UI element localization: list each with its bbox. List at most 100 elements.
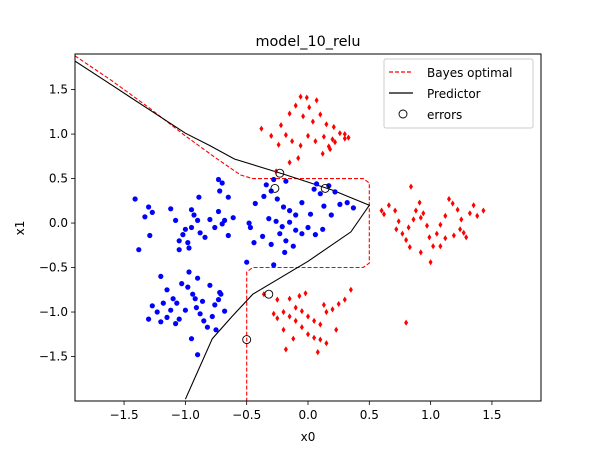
class1-point <box>407 244 412 251</box>
class1-point <box>318 336 323 343</box>
class0-point <box>244 259 250 265</box>
class1-point <box>304 94 309 101</box>
class0-point <box>188 207 195 213</box>
class0-point <box>196 194 202 200</box>
class1-point <box>313 138 318 145</box>
class1-point <box>394 226 399 233</box>
class0-point <box>188 224 195 231</box>
class1-point <box>297 292 302 300</box>
x-tick-label: 1.5 <box>482 408 501 422</box>
x-axis-label: x0 <box>301 430 316 444</box>
class1-point <box>276 141 281 148</box>
class1-point <box>306 331 310 338</box>
class1-point <box>418 214 423 221</box>
class0-point <box>142 214 148 220</box>
class0-point <box>219 180 225 186</box>
y-tick-label: −1.5 <box>39 350 68 364</box>
class0-point <box>168 307 174 313</box>
y-axis-ticks: −1.5 −1.0 −0.5 0.0 0.5 1.0 1.5 <box>39 83 75 364</box>
class0-point <box>185 240 191 246</box>
class1-point <box>431 243 436 250</box>
class1-point <box>447 195 451 203</box>
class0-point <box>293 227 299 233</box>
class1-point <box>310 118 315 125</box>
y-tick-label: 1.5 <box>49 83 68 97</box>
class0-point <box>182 226 188 232</box>
class1-point <box>406 224 411 231</box>
legend-swatch-errors <box>398 109 408 119</box>
class1-point <box>346 134 351 141</box>
class1-point <box>298 93 303 100</box>
class0-point <box>283 238 289 244</box>
class0-point <box>260 233 266 239</box>
class1-point <box>315 349 320 356</box>
class1-point <box>318 321 323 328</box>
class1-point <box>312 317 317 324</box>
class1-point <box>287 295 292 302</box>
x-tick-label: 0.5 <box>360 408 379 422</box>
class0-point <box>192 296 198 302</box>
class0-point <box>146 204 152 210</box>
class0-point <box>222 308 228 314</box>
class1-point <box>337 130 342 137</box>
class1-point <box>409 183 413 190</box>
class1-point <box>275 315 280 322</box>
class1-point <box>464 234 469 241</box>
class1-point <box>324 121 329 128</box>
class1-point <box>307 104 312 111</box>
class0-point <box>176 247 182 253</box>
legend-label-errors: errors <box>427 108 462 122</box>
class1-point <box>287 110 292 117</box>
y-tick-label: 0.5 <box>49 172 68 186</box>
class1-point <box>293 304 298 311</box>
class1-point <box>475 212 480 219</box>
class0-point <box>299 231 305 237</box>
plot-area <box>75 55 486 401</box>
class0-point <box>197 311 203 317</box>
class0-point <box>170 296 176 302</box>
x-tick-label: 1.0 <box>421 408 440 422</box>
class1-point <box>314 97 319 104</box>
class0-point <box>271 176 277 183</box>
class1-point <box>413 207 418 214</box>
class0-point <box>215 208 222 215</box>
predictor-line <box>75 60 371 400</box>
class1-point <box>443 235 448 242</box>
class0-point <box>252 200 258 207</box>
class1-point <box>455 206 460 213</box>
class1-point <box>326 143 331 150</box>
class0-point <box>217 289 223 296</box>
class1-point <box>481 207 486 214</box>
class1-point <box>333 139 337 146</box>
class1-point <box>283 346 288 353</box>
class1-point <box>287 313 292 320</box>
class1-point <box>281 326 286 333</box>
class1-point <box>271 310 276 317</box>
class0-point <box>168 206 174 212</box>
error-marker <box>275 168 285 178</box>
class1-point <box>299 308 304 315</box>
class0-point <box>173 321 179 327</box>
class1-point <box>293 102 298 109</box>
class1-point <box>450 200 455 207</box>
class0-point <box>146 316 152 322</box>
class1-point <box>287 159 292 166</box>
class1-point <box>451 232 456 239</box>
class0-point <box>283 178 289 184</box>
class0-point <box>225 232 231 239</box>
class0-point <box>246 220 252 226</box>
class0-point <box>215 297 222 303</box>
class0-point <box>212 224 218 231</box>
class1-point <box>281 308 286 316</box>
class0-point <box>311 186 317 192</box>
x-tick-label: 0.0 <box>298 408 317 422</box>
class1-point <box>342 296 347 303</box>
class0-point <box>277 231 283 237</box>
class0-point <box>344 200 350 206</box>
x-axis-ticks: −1.5 −1.0 −0.5 0.0 0.5 1.0 1.5 <box>109 401 501 422</box>
class0-point <box>215 176 222 183</box>
class1-point <box>348 286 353 293</box>
class1-point <box>279 122 283 129</box>
class0-point <box>217 188 223 194</box>
error-marker <box>320 183 330 193</box>
